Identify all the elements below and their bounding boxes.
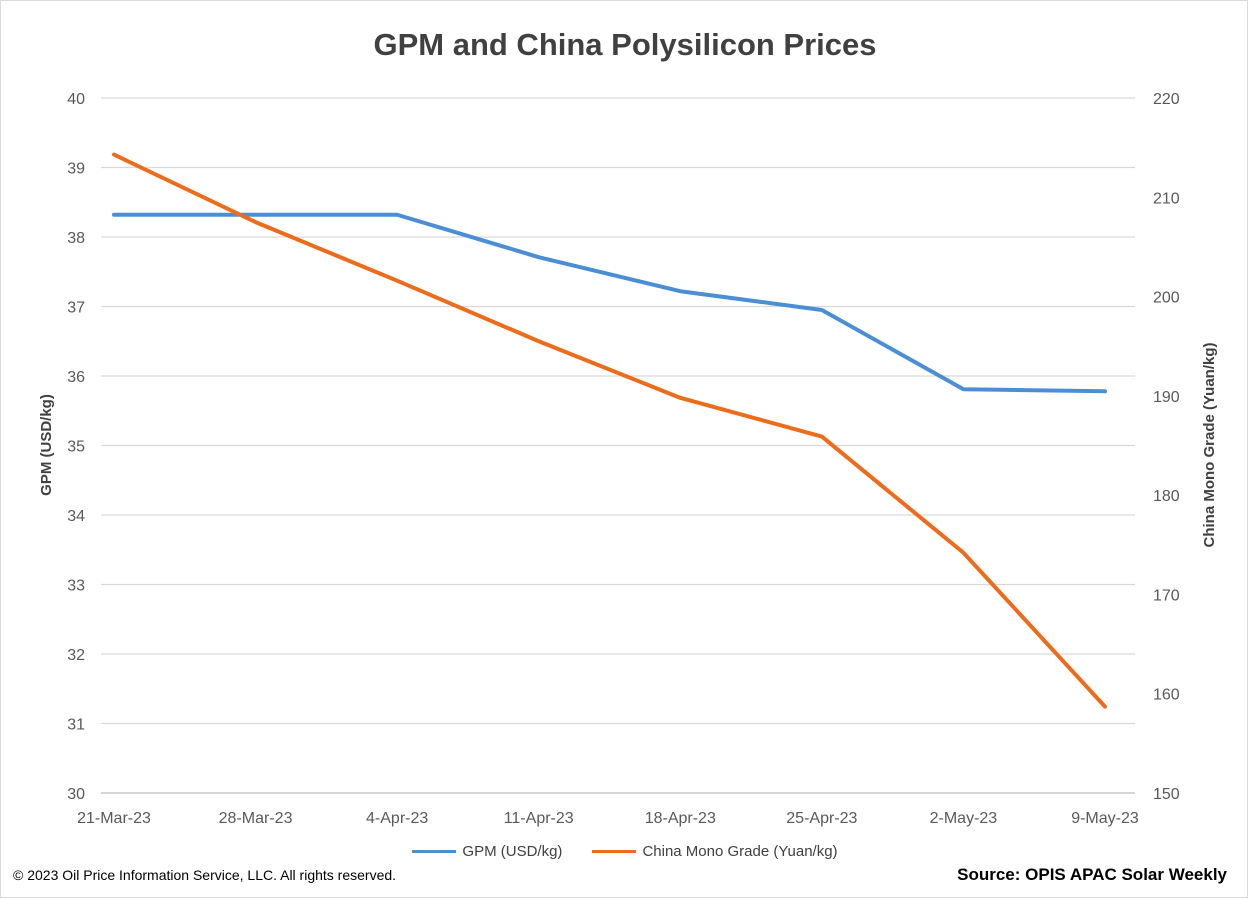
y-tick-label: 31 [67, 717, 85, 734]
y-tick-label: 36 [67, 369, 85, 386]
copyright-text: © 2023 Oil Price Information Service, LL… [13, 867, 396, 883]
x-tick-label: 2-May-23 [930, 810, 998, 827]
x-tick-label: 28-Mar-23 [219, 810, 293, 827]
y-tick-label: 40 [67, 91, 85, 108]
legend-swatch-china [592, 850, 636, 853]
y-tick-label: 37 [67, 300, 85, 317]
x-tick-label: 9-May-23 [1071, 810, 1139, 827]
legend-swatch-gpm [412, 850, 456, 853]
x-tick-label: 4-Apr-23 [366, 810, 428, 827]
y2-tick-label: 170 [1153, 587, 1180, 604]
y2-tick-label: 150 [1153, 786, 1180, 803]
legend-item-gpm: GPM (USD/kg) [412, 843, 562, 860]
y-tick-label: 38 [67, 230, 85, 247]
y-tick-label: 39 [67, 161, 85, 178]
y2-tick-label: 160 [1153, 687, 1180, 704]
y-axis-label: GPM (USD/kg) [38, 394, 55, 496]
y2-tick-label: 220 [1153, 91, 1180, 108]
legend: GPM (USD/kg) China Mono Grade (Yuan/kg) [1, 843, 1248, 860]
y2-axis-label: China Mono Grade (Yuan/kg) [1201, 342, 1218, 547]
y-tick-label: 33 [67, 578, 85, 595]
x-tick-label: 25-Apr-23 [786, 810, 857, 827]
series-line-gpm [114, 215, 1105, 392]
x-tick-label: 11-Apr-23 [504, 810, 574, 827]
x-tick-label: 18-Apr-23 [645, 810, 716, 827]
legend-label-china: China Mono Grade (Yuan/kg) [642, 843, 837, 860]
y2-tick-label: 180 [1153, 488, 1180, 505]
y2-tick-label: 200 [1153, 290, 1180, 307]
y-tick-label: 32 [67, 647, 85, 664]
y-tick-label: 35 [67, 439, 85, 456]
y-tick-label: 30 [67, 786, 85, 803]
y2-tick-label: 210 [1153, 190, 1180, 207]
legend-item-china: China Mono Grade (Yuan/kg) [592, 843, 837, 860]
y-tick-label: 34 [67, 508, 85, 525]
source-text: Source: OPIS APAC Solar Weekly [957, 865, 1227, 885]
x-tick-label: 21-Mar-23 [77, 810, 151, 827]
legend-label-gpm: GPM (USD/kg) [462, 843, 562, 860]
y2-tick-label: 190 [1153, 389, 1180, 406]
